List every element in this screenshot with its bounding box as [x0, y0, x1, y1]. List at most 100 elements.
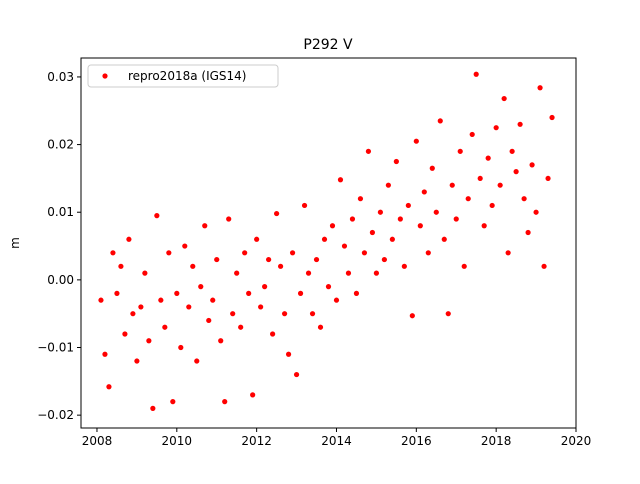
point — [305, 270, 312, 276]
point — [126, 236, 132, 242]
point — [341, 243, 348, 249]
x-tick-label: 2008 — [82, 434, 113, 448]
point — [465, 196, 471, 202]
point — [413, 138, 419, 144]
point — [258, 304, 264, 310]
chart-title: P292 V — [303, 37, 353, 53]
point — [549, 114, 555, 121]
point — [293, 371, 300, 378]
x-tick-label: 2014 — [321, 434, 352, 448]
point — [206, 317, 212, 324]
point — [453, 216, 459, 222]
point — [409, 313, 415, 319]
point — [357, 196, 364, 202]
point — [118, 263, 124, 269]
point — [158, 297, 164, 303]
point — [222, 399, 228, 405]
point — [150, 405, 156, 411]
point — [274, 210, 280, 217]
point — [417, 223, 423, 229]
point — [481, 223, 487, 229]
point — [246, 290, 252, 296]
point — [285, 351, 292, 357]
point — [102, 351, 108, 357]
x-tick-label: 2012 — [241, 434, 272, 448]
point — [525, 229, 531, 236]
point — [369, 229, 376, 236]
point — [545, 175, 551, 182]
x-tick-label: 2020 — [561, 434, 592, 448]
point — [214, 256, 220, 263]
point — [134, 358, 140, 364]
point — [178, 344, 184, 351]
point — [457, 148, 463, 154]
point — [210, 297, 216, 303]
point — [182, 243, 188, 249]
point — [473, 71, 479, 77]
point — [509, 148, 515, 154]
point — [445, 311, 451, 317]
point — [493, 125, 499, 131]
point — [226, 216, 232, 222]
point — [361, 250, 368, 256]
point — [345, 270, 352, 276]
point — [238, 324, 244, 330]
point — [254, 236, 260, 242]
point — [421, 189, 427, 195]
point — [130, 311, 136, 317]
legend-marker — [102, 73, 108, 79]
x-tick-label: 2010 — [162, 434, 193, 448]
point — [513, 169, 519, 175]
point — [477, 175, 483, 182]
point — [441, 236, 447, 242]
point — [461, 263, 467, 269]
point — [281, 311, 288, 317]
point — [401, 263, 407, 269]
point — [289, 250, 296, 256]
point — [114, 290, 120, 296]
point — [313, 256, 320, 263]
point — [365, 148, 372, 154]
point — [218, 338, 224, 344]
point — [170, 399, 176, 405]
y-tick-label: 0.01 — [47, 205, 74, 219]
point — [230, 311, 236, 317]
point — [425, 250, 431, 256]
point — [377, 209, 383, 215]
point — [497, 182, 503, 188]
point — [529, 162, 535, 168]
point — [270, 331, 276, 337]
point — [353, 290, 360, 296]
point — [485, 155, 491, 161]
point — [437, 118, 443, 124]
point — [429, 165, 435, 171]
point — [122, 331, 128, 337]
y-tick-label: 0.03 — [47, 70, 74, 84]
point — [110, 250, 116, 256]
point — [106, 384, 112, 390]
point — [325, 284, 332, 290]
point — [533, 209, 539, 215]
point — [198, 284, 204, 290]
point — [349, 216, 356, 222]
point — [449, 182, 455, 188]
point — [337, 177, 344, 183]
point — [297, 290, 304, 296]
y-tick-label: 0.02 — [47, 138, 74, 152]
legend-box — [87, 64, 279, 88]
point — [405, 202, 411, 209]
point — [262, 284, 268, 290]
y-tick-label: −0.01 — [37, 341, 74, 355]
point — [321, 236, 328, 242]
point — [250, 392, 256, 398]
point — [469, 131, 475, 138]
point — [146, 338, 152, 344]
y-tick-label: −0.02 — [37, 408, 74, 422]
point — [309, 311, 316, 317]
point — [142, 270, 148, 276]
point — [234, 270, 240, 276]
legend-label: repro2018a (IGS14) — [128, 69, 246, 83]
point — [301, 202, 308, 209]
